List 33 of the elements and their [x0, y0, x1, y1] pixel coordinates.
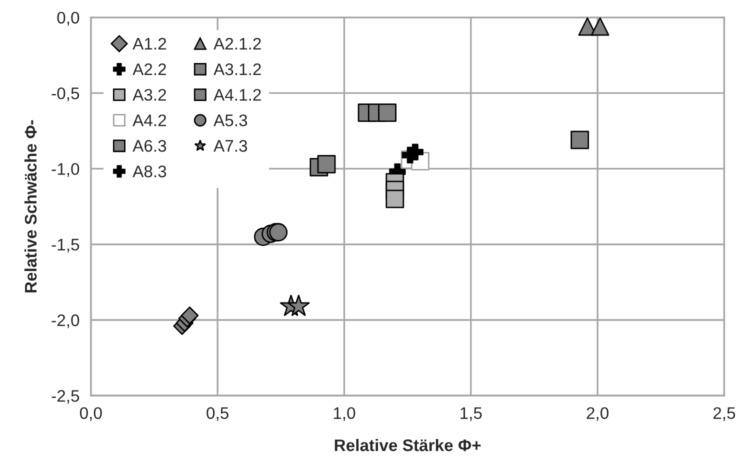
- x-tick-label: 0,0: [80, 407, 102, 421]
- legend-label: A3.2: [132, 88, 166, 101]
- legend-label: A2.2: [132, 63, 166, 76]
- x-tick-label: 2,0: [586, 407, 608, 421]
- x-tick-label: 1,0: [334, 407, 356, 421]
- x-tick-label: 2,5: [713, 407, 736, 421]
- point: [406, 144, 424, 160]
- y-tick-label: -2,5: [52, 390, 80, 404]
- legend-label: A4.1.2: [214, 88, 261, 101]
- legend-label: A4.2: [132, 114, 166, 126]
- y-axis-title: Relative Schwäche Φ-: [24, 120, 37, 292]
- x-tick-label: 1,5: [460, 407, 482, 421]
- x-axis-title: Relative Stärke Φ+: [334, 438, 481, 452]
- y-tick-label: -1,0: [52, 163, 80, 177]
- legend-label: A3.1.2: [214, 63, 261, 76]
- legend-label: A1.2: [132, 38, 166, 50]
- legend-label: A7.3: [214, 140, 248, 152]
- legend-label: A2.1.2: [214, 38, 261, 50]
- y-tick-label: -2,0: [52, 314, 80, 328]
- y-tick-label: -0,5: [52, 87, 80, 102]
- point: [317, 154, 336, 174]
- point: [570, 130, 590, 150]
- point: [378, 104, 396, 122]
- legend-label: A5.3: [214, 114, 248, 126]
- legend-label: A8.3: [132, 166, 166, 178]
- y-tick-label: -1,5: [52, 238, 80, 253]
- point: [180, 306, 199, 324]
- x-tick-label: 0,5: [206, 407, 228, 421]
- point: [386, 190, 404, 208]
- legend-label: A6.3: [132, 140, 166, 152]
- y-tick-label: 0,0: [57, 12, 80, 26]
- point: [590, 17, 610, 36]
- point: [287, 294, 310, 316]
